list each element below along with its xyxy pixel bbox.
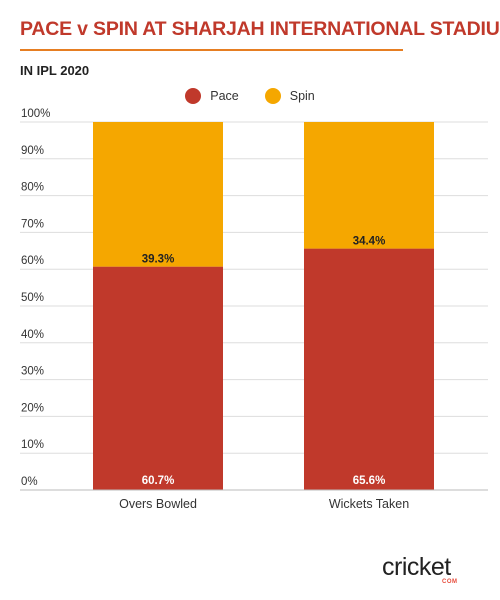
chart-subtitle: IN IPL 2020 [20, 63, 90, 78]
y-tick-label: 60% [21, 255, 44, 267]
legend-swatch-spin [264, 88, 281, 104]
legend-swatch-pace [185, 88, 202, 104]
legend-item-pace: Pace [185, 88, 239, 104]
y-tick-label: 70% [21, 218, 44, 230]
y-tick-label: 30% [21, 366, 44, 378]
y-tick-label: 10% [21, 439, 44, 451]
x-category-label: Wickets Taken [329, 497, 409, 511]
legend-label-spin: Spin [289, 89, 315, 103]
legend-label-pace: Pace [210, 89, 239, 103]
title-underline [20, 49, 403, 51]
bar-pace-2 [304, 248, 434, 490]
logo-suffix: COM [442, 579, 458, 585]
data-label-spin-2: 34.4% [353, 236, 386, 248]
y-tick-label: 80% [21, 182, 44, 194]
cricket-com-logo: cricket COM [382, 553, 492, 589]
y-tick-label: 0% [21, 476, 38, 488]
legend: Pace Spin [0, 88, 500, 104]
x-category-label: Overs Bowled [119, 497, 197, 511]
y-tick-label: 90% [21, 145, 44, 157]
y-tick-label: 100% [21, 108, 50, 120]
y-tick-label: 20% [21, 402, 44, 414]
bar-pace-1 [93, 266, 223, 490]
y-tick-label: 40% [21, 329, 44, 341]
data-label-pace-1: 60.7% [142, 475, 175, 487]
logo-wordmark: cricket [382, 553, 451, 581]
y-tick-label: 50% [21, 292, 44, 304]
bar-spin-1 [93, 122, 223, 267]
data-label-spin-1: 39.3% [142, 254, 175, 266]
data-label-pace-2: 65.6% [353, 475, 386, 487]
chart-title: PACE v SPIN AT SHARJAH INTERNATIONAL STA… [20, 18, 500, 40]
legend-item-spin: Spin [264, 88, 315, 104]
bar-spin-2 [304, 122, 434, 249]
